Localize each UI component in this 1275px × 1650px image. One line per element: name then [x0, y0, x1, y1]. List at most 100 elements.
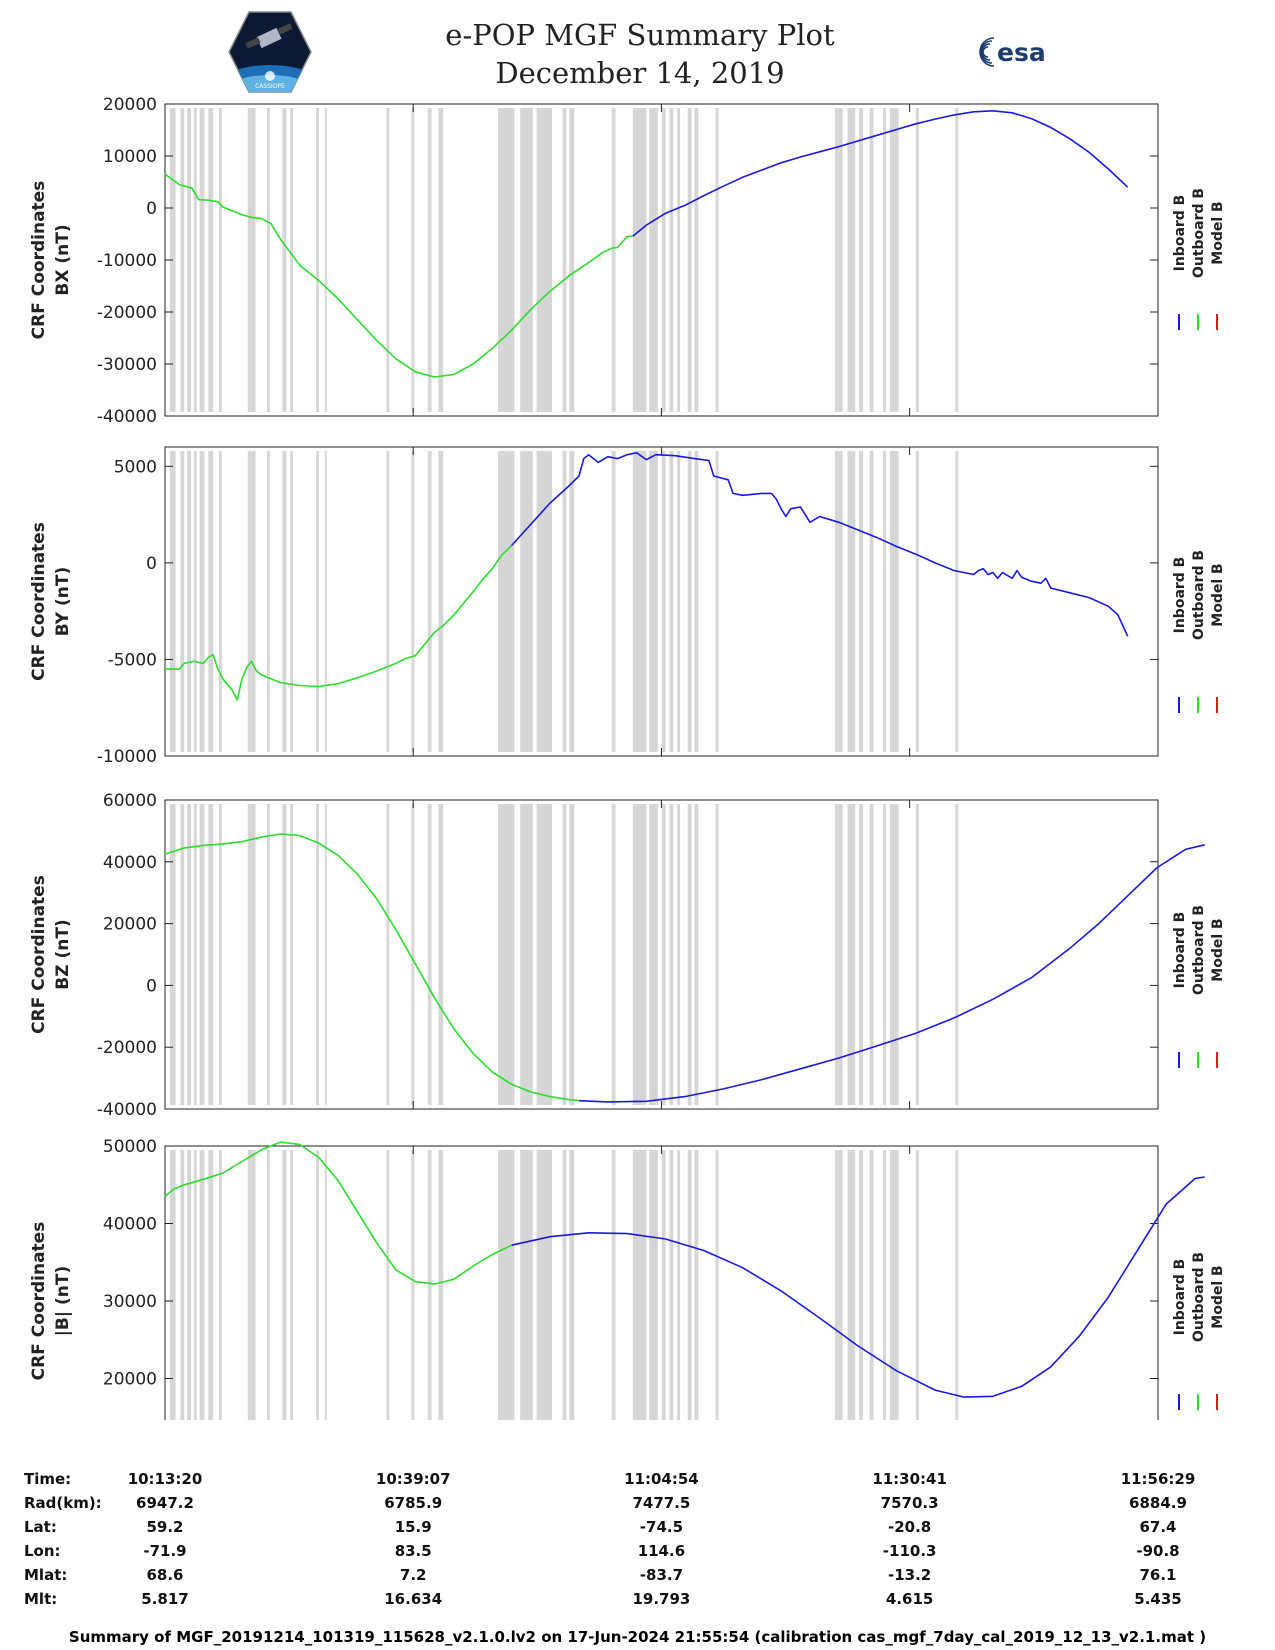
shaded-interval [649, 804, 658, 1105]
panel-4-legend: Inboard B Outboard B Model B [1172, 1252, 1226, 1410]
shaded-interval [869, 108, 874, 412]
shaded-interval [316, 108, 320, 412]
shaded-interval [661, 804, 666, 1105]
info-value: 11:56:29 [1120, 1470, 1196, 1488]
info-value: -20.8 [888, 1518, 932, 1536]
shaded-interval [438, 451, 444, 752]
shaded-interval [498, 1150, 515, 1420]
shaded-interval [316, 804, 320, 1105]
esa-logo: esa [979, 37, 1046, 67]
shaded-interval [218, 1150, 222, 1420]
y-axis-label: CRF Coordinates [29, 522, 49, 681]
info-value: 5.435 [1134, 1590, 1182, 1608]
y-tick-label: 30000 [103, 1292, 157, 1312]
shaded-interval [869, 451, 874, 752]
shaded-interval [169, 804, 176, 1105]
shaded-interval [199, 451, 205, 752]
shaded-interval [180, 108, 185, 412]
info-value: 11:04:54 [624, 1470, 699, 1488]
info-value: 67.4 [1139, 1518, 1177, 1536]
panel-1-shading [169, 108, 959, 412]
shaded-interval [267, 804, 270, 1105]
shaded-interval [193, 804, 197, 1105]
shaded-interval [324, 108, 327, 412]
shaded-interval [290, 108, 294, 412]
info-value: 15.9 [394, 1518, 432, 1536]
y-axis-label: BX (nT) [53, 224, 73, 295]
shaded-interval [193, 1150, 197, 1420]
series-line-inboard-b [578, 844, 1205, 1103]
y-axis-label: CRF Coordinates [29, 875, 49, 1034]
shaded-interval [715, 804, 719, 1105]
y-tick-label: 50000 [103, 1137, 157, 1157]
shaded-interval [669, 1150, 674, 1420]
info-row-label: Mlat: [24, 1566, 68, 1584]
y-axis-label: BY (nT) [53, 567, 73, 637]
info-value: 68.6 [146, 1566, 184, 1584]
shaded-interval [835, 1150, 843, 1420]
shaded-interval [411, 804, 415, 1105]
info-value: 76.1 [1139, 1566, 1177, 1584]
shaded-interval [282, 108, 287, 412]
info-value: 83.5 [394, 1542, 432, 1560]
shaded-interval [694, 1150, 699, 1420]
shaded-interval [835, 804, 843, 1105]
shaded-interval [889, 804, 899, 1105]
panel-3-shading [169, 804, 959, 1105]
panel-1-legend: Inboard B Outboard B Model B [1172, 188, 1226, 330]
shaded-interval [218, 108, 222, 412]
info-row-label: Rad(km): [24, 1494, 102, 1512]
shaded-interval [520, 451, 533, 752]
shaded-interval [411, 108, 415, 412]
info-value: 59.2 [146, 1518, 184, 1536]
info-row-label: Time: [24, 1470, 72, 1488]
shaded-interval [411, 1150, 415, 1420]
plot-title: e-POP MGF Summary Plot [445, 18, 835, 52]
shaded-interval [208, 451, 214, 752]
shaded-interval [715, 451, 719, 752]
shaded-interval [677, 451, 681, 752]
shaded-interval [847, 804, 856, 1105]
shaded-interval [889, 108, 899, 412]
shaded-interval [611, 1150, 616, 1420]
info-row-label: Lon: [24, 1542, 61, 1560]
info-value: -83.7 [639, 1566, 684, 1584]
y-tick-label: -20000 [97, 1038, 157, 1058]
shaded-interval [386, 108, 390, 412]
shaded-interval [677, 1150, 681, 1420]
panel-2-legend: Inboard B Outboard B Model B [1172, 550, 1226, 713]
y-axis-label: BZ (nT) [53, 919, 73, 989]
shaded-interval [632, 451, 647, 752]
info-value: -71.9 [143, 1542, 187, 1560]
shaded-interval [267, 108, 270, 412]
shaded-interval [955, 108, 959, 412]
y-tick-label: 60000 [103, 791, 157, 811]
shaded-interval [669, 108, 674, 412]
shaded-interval [611, 804, 616, 1105]
shaded-interval [611, 108, 616, 412]
shaded-interval [267, 451, 270, 752]
panel-4: 5000040000300002000010000CRF Coordinates… [29, 1137, 1226, 1420]
shaded-interval [386, 1150, 390, 1420]
shaded-interval [715, 1150, 719, 1420]
y-tick-label: 0 [146, 554, 157, 574]
y-tick-label: 5000 [114, 457, 157, 477]
y-tick-label: 40000 [103, 1215, 157, 1235]
shaded-interval [847, 108, 856, 412]
shaded-interval [520, 108, 533, 412]
legend-label: Model B [1210, 201, 1226, 264]
panel-4-shading [169, 1150, 959, 1420]
legend-label: Outboard B [1191, 1252, 1207, 1342]
panel-frame [164, 446, 1159, 757]
shaded-interval [282, 451, 287, 752]
shaded-interval [316, 1150, 320, 1420]
shaded-interval [569, 108, 575, 412]
shaded-interval [715, 108, 719, 412]
shaded-interval [915, 108, 919, 412]
shaded-interval [632, 1150, 647, 1420]
panel-2-shading [169, 451, 959, 752]
shaded-interval [247, 1150, 256, 1420]
shaded-interval [187, 108, 191, 412]
shaded-interval [847, 451, 856, 752]
